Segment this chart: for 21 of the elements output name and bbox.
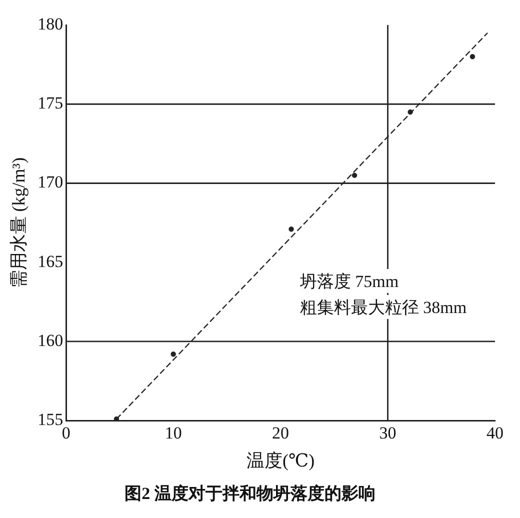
x-axis-title: 温度(℃) xyxy=(246,450,315,471)
x-tick-label: 40 xyxy=(486,423,504,442)
y-tick-label: 160 xyxy=(38,330,64,350)
point xyxy=(408,109,413,115)
y-tick-label: 180 xyxy=(38,14,64,34)
x-tick-label: 20 xyxy=(272,423,290,442)
annotation: 粗集料最大粒径 38mm xyxy=(300,298,467,318)
y-tick-label: 155 xyxy=(38,410,64,430)
point xyxy=(470,54,476,60)
y-tick-label: 175 xyxy=(38,94,64,113)
point xyxy=(170,352,176,357)
text: 图2 温度对于拌和物坍落度的影响 xyxy=(124,484,376,504)
y-axis-title: 需用水量 (kg/m³) xyxy=(8,157,29,288)
y-tick-label: 170 xyxy=(38,172,64,192)
x-tick-label: 10 xyxy=(164,423,182,442)
x-tick-label: 30 xyxy=(379,423,396,442)
point xyxy=(288,226,294,232)
point xyxy=(352,172,358,178)
y-tick-label: 165 xyxy=(38,252,64,271)
annotation: 坍落度 75mm xyxy=(298,272,399,292)
x-tick-label: 0 xyxy=(62,423,70,442)
